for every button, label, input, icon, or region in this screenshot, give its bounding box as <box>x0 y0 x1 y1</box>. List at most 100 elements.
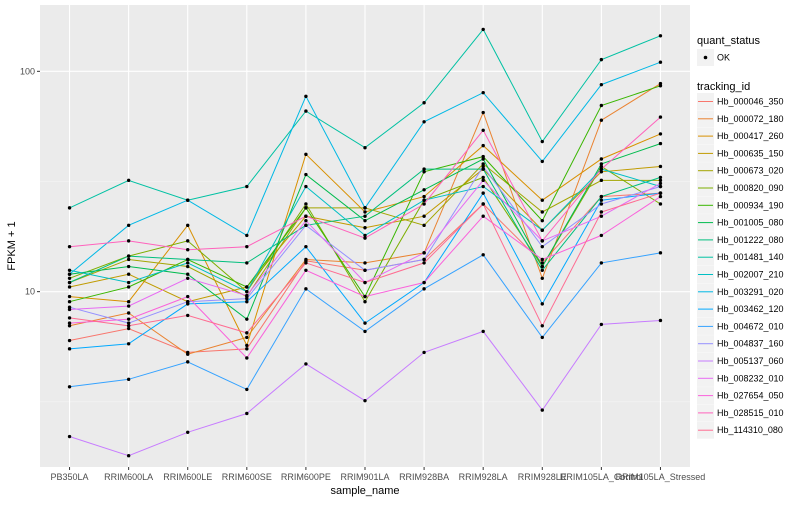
data-point <box>67 244 72 249</box>
data-point <box>481 90 485 95</box>
data-point <box>126 304 131 308</box>
x-tick-label: RRIM928LA <box>459 472 508 482</box>
legend-series-label: Hb_000046_350 <box>717 97 784 107</box>
data-point <box>67 294 72 299</box>
data-point <box>599 322 604 327</box>
data-point <box>126 254 131 258</box>
data-point <box>304 287 308 291</box>
data-point <box>126 324 131 328</box>
legend-series-label: Hb_003291_020 <box>717 287 784 297</box>
data-point <box>126 257 131 262</box>
data-point <box>363 218 367 223</box>
x-tick-label: PB350LA <box>51 472 89 482</box>
data-point <box>126 321 131 325</box>
data-point <box>540 276 544 280</box>
data-point <box>186 261 190 265</box>
data-point <box>481 154 485 159</box>
data-point <box>304 257 308 262</box>
data-point <box>245 184 249 189</box>
data-point <box>540 264 544 269</box>
data-point <box>126 342 131 346</box>
data-point <box>599 261 604 265</box>
data-point <box>186 430 190 434</box>
data-point <box>481 27 485 32</box>
data-point <box>599 103 604 108</box>
data-point <box>481 167 485 171</box>
data-point <box>540 408 544 412</box>
data-point <box>540 139 544 144</box>
data-point <box>422 167 426 171</box>
y-tick-label: 10 <box>25 287 35 297</box>
data-point <box>67 280 72 285</box>
legend-series-label: Hb_005137_060 <box>717 356 784 366</box>
data-point <box>304 261 308 265</box>
data-point <box>363 300 367 304</box>
legend: quant_status OK tracking_id Hb_000046_35… <box>697 35 784 439</box>
data-point <box>363 329 367 334</box>
data-point <box>363 236 367 240</box>
data-point <box>186 300 190 304</box>
data-point <box>363 214 367 218</box>
data-point <box>540 159 544 164</box>
legend-series-label: Hb_004837_160 <box>717 339 784 349</box>
data-point <box>304 109 308 113</box>
legend-series-label: Hb_000072_180 <box>717 114 784 124</box>
data-point <box>422 257 426 262</box>
y-axis-title: FPKM + 1 <box>6 221 18 270</box>
data-point <box>481 162 485 166</box>
data-point <box>422 202 426 206</box>
data-point <box>186 223 190 228</box>
data-point <box>658 191 663 195</box>
legend-title-tracking-id: tracking_id <box>697 81 750 93</box>
data-point <box>658 60 663 64</box>
data-point <box>126 311 131 315</box>
data-point <box>658 141 663 146</box>
data-point <box>363 226 367 230</box>
data-point <box>245 289 249 294</box>
legend-series-label: Hb_028515_010 <box>717 408 784 418</box>
data-point <box>481 128 485 132</box>
axis-layer: 10 100 PB350LA RRIM600LA RRIM600LE RRIM600SE R… <box>20 66 705 482</box>
data-point <box>126 280 131 285</box>
data-point <box>304 172 308 177</box>
legend-series-label: Hb_000417_260 <box>717 131 784 141</box>
data-point <box>481 157 485 161</box>
data-point <box>540 210 544 214</box>
data-point <box>422 223 426 228</box>
data-point <box>67 285 72 289</box>
data-point <box>422 194 426 199</box>
legend-series-label: Hb_000635_150 <box>717 148 784 158</box>
data-point <box>67 300 72 304</box>
data-point <box>422 261 426 265</box>
data-point <box>658 318 663 323</box>
data-point <box>658 115 663 119</box>
data-point <box>126 377 131 382</box>
data-point <box>126 272 131 276</box>
data-point <box>540 257 544 262</box>
data-point <box>658 202 663 206</box>
data-point <box>304 184 308 189</box>
data-point <box>599 178 604 183</box>
legend-series-label: Hb_008232_010 <box>717 373 784 383</box>
data-point <box>599 198 604 202</box>
x-axis-title: sample_name <box>330 485 399 497</box>
data-point <box>245 261 249 265</box>
data-point <box>599 82 604 87</box>
data-point <box>186 264 190 269</box>
data-point <box>304 152 308 157</box>
data-point <box>481 184 485 189</box>
legend-series-label: Hb_001481_140 <box>717 252 784 262</box>
data-point <box>245 343 249 348</box>
x-tick-label: RRIM105LA_Stressed <box>616 472 706 482</box>
data-point <box>363 261 367 265</box>
data-point <box>599 164 604 169</box>
x-tick-label: RRIM600LE <box>163 472 212 482</box>
data-point <box>126 326 131 331</box>
legend-series-label: Hb_001222_080 <box>717 235 784 245</box>
data-point <box>245 347 249 351</box>
data-point <box>599 202 604 206</box>
data-point <box>304 244 308 249</box>
legend-series-label: Hb_001005_080 <box>717 218 784 228</box>
